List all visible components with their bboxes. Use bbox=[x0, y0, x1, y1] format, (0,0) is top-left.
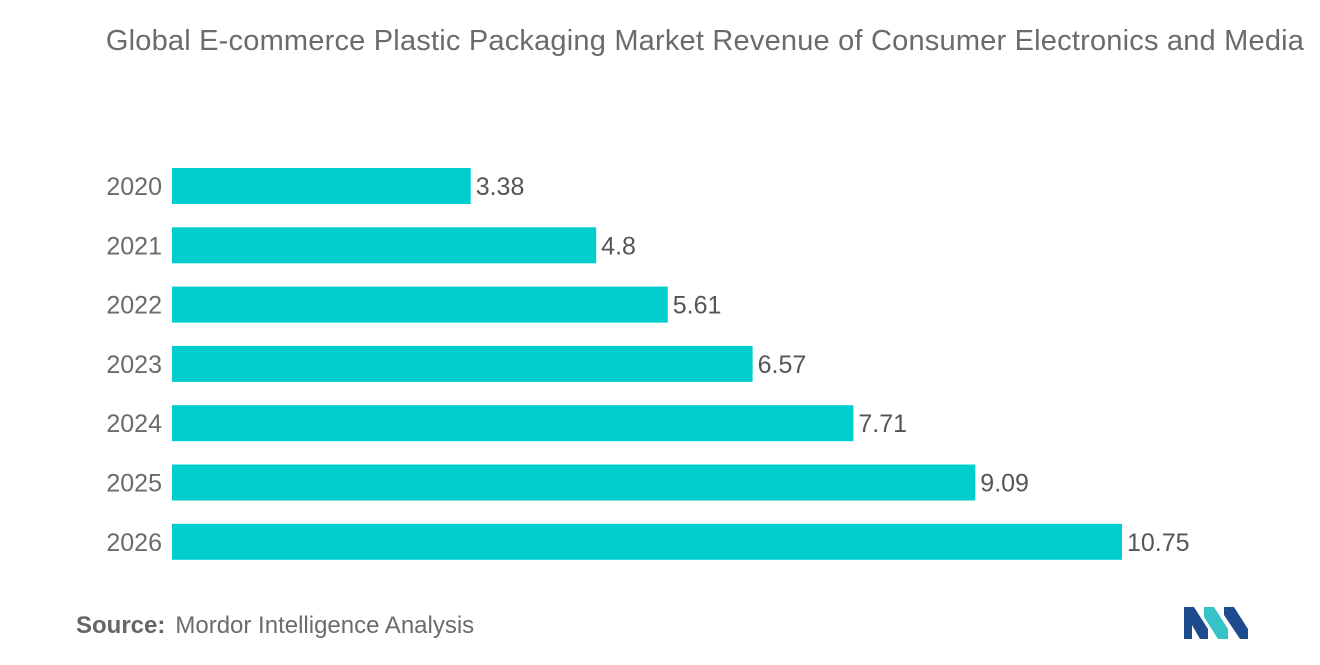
value-label-2026: 10.75 bbox=[1127, 529, 1190, 557]
bars-layer: 2020 3.38 2021 4.8 2022 5.61 2023 6.57 2024 7.71 2… bbox=[106, 168, 1190, 560]
logo-shape-middle bbox=[1204, 607, 1228, 639]
category-label-2021: 2021 bbox=[106, 232, 162, 260]
bar-2021 bbox=[172, 227, 597, 264]
value-label-2021: 4.8 bbox=[601, 232, 636, 260]
source-note: Source: Mordor Intelligence Analysis bbox=[76, 612, 474, 640]
chart-title: Global E-commerce Plastic Packaging Mark… bbox=[105, 25, 1305, 57]
source-label: Source: bbox=[76, 612, 166, 639]
bar-2026 bbox=[172, 523, 1122, 560]
value-label-2022: 5.61 bbox=[673, 292, 722, 320]
category-label-2024: 2024 bbox=[106, 410, 162, 438]
category-label-2022: 2022 bbox=[106, 292, 162, 320]
logo-shape-right bbox=[1224, 607, 1248, 639]
category-label-2023: 2023 bbox=[106, 351, 162, 379]
category-label-2020: 2020 bbox=[106, 173, 162, 201]
value-label-2020: 3.38 bbox=[476, 173, 525, 201]
bar-2023 bbox=[172, 345, 753, 382]
mordor-intelligence-logo-icon bbox=[1184, 607, 1248, 639]
bar-chart: 2020 3.38 2021 4.8 2022 5.61 2023 6.57 2024 7.71 2… bbox=[106, 168, 1190, 560]
source-text: Mordor Intelligence Analysis bbox=[175, 612, 475, 639]
logo-shape-left bbox=[1184, 607, 1208, 639]
value-label-2024: 7.71 bbox=[858, 410, 907, 438]
value-label-2023: 6.57 bbox=[758, 351, 807, 379]
bar-2024 bbox=[172, 405, 854, 442]
category-label-2026: 2026 bbox=[106, 529, 162, 557]
value-label-2025: 9.09 bbox=[980, 470, 1029, 498]
bar-2025 bbox=[172, 464, 976, 501]
bar-2022 bbox=[172, 286, 668, 323]
bar-2020 bbox=[172, 168, 471, 204]
category-label-2025: 2025 bbox=[106, 470, 162, 498]
